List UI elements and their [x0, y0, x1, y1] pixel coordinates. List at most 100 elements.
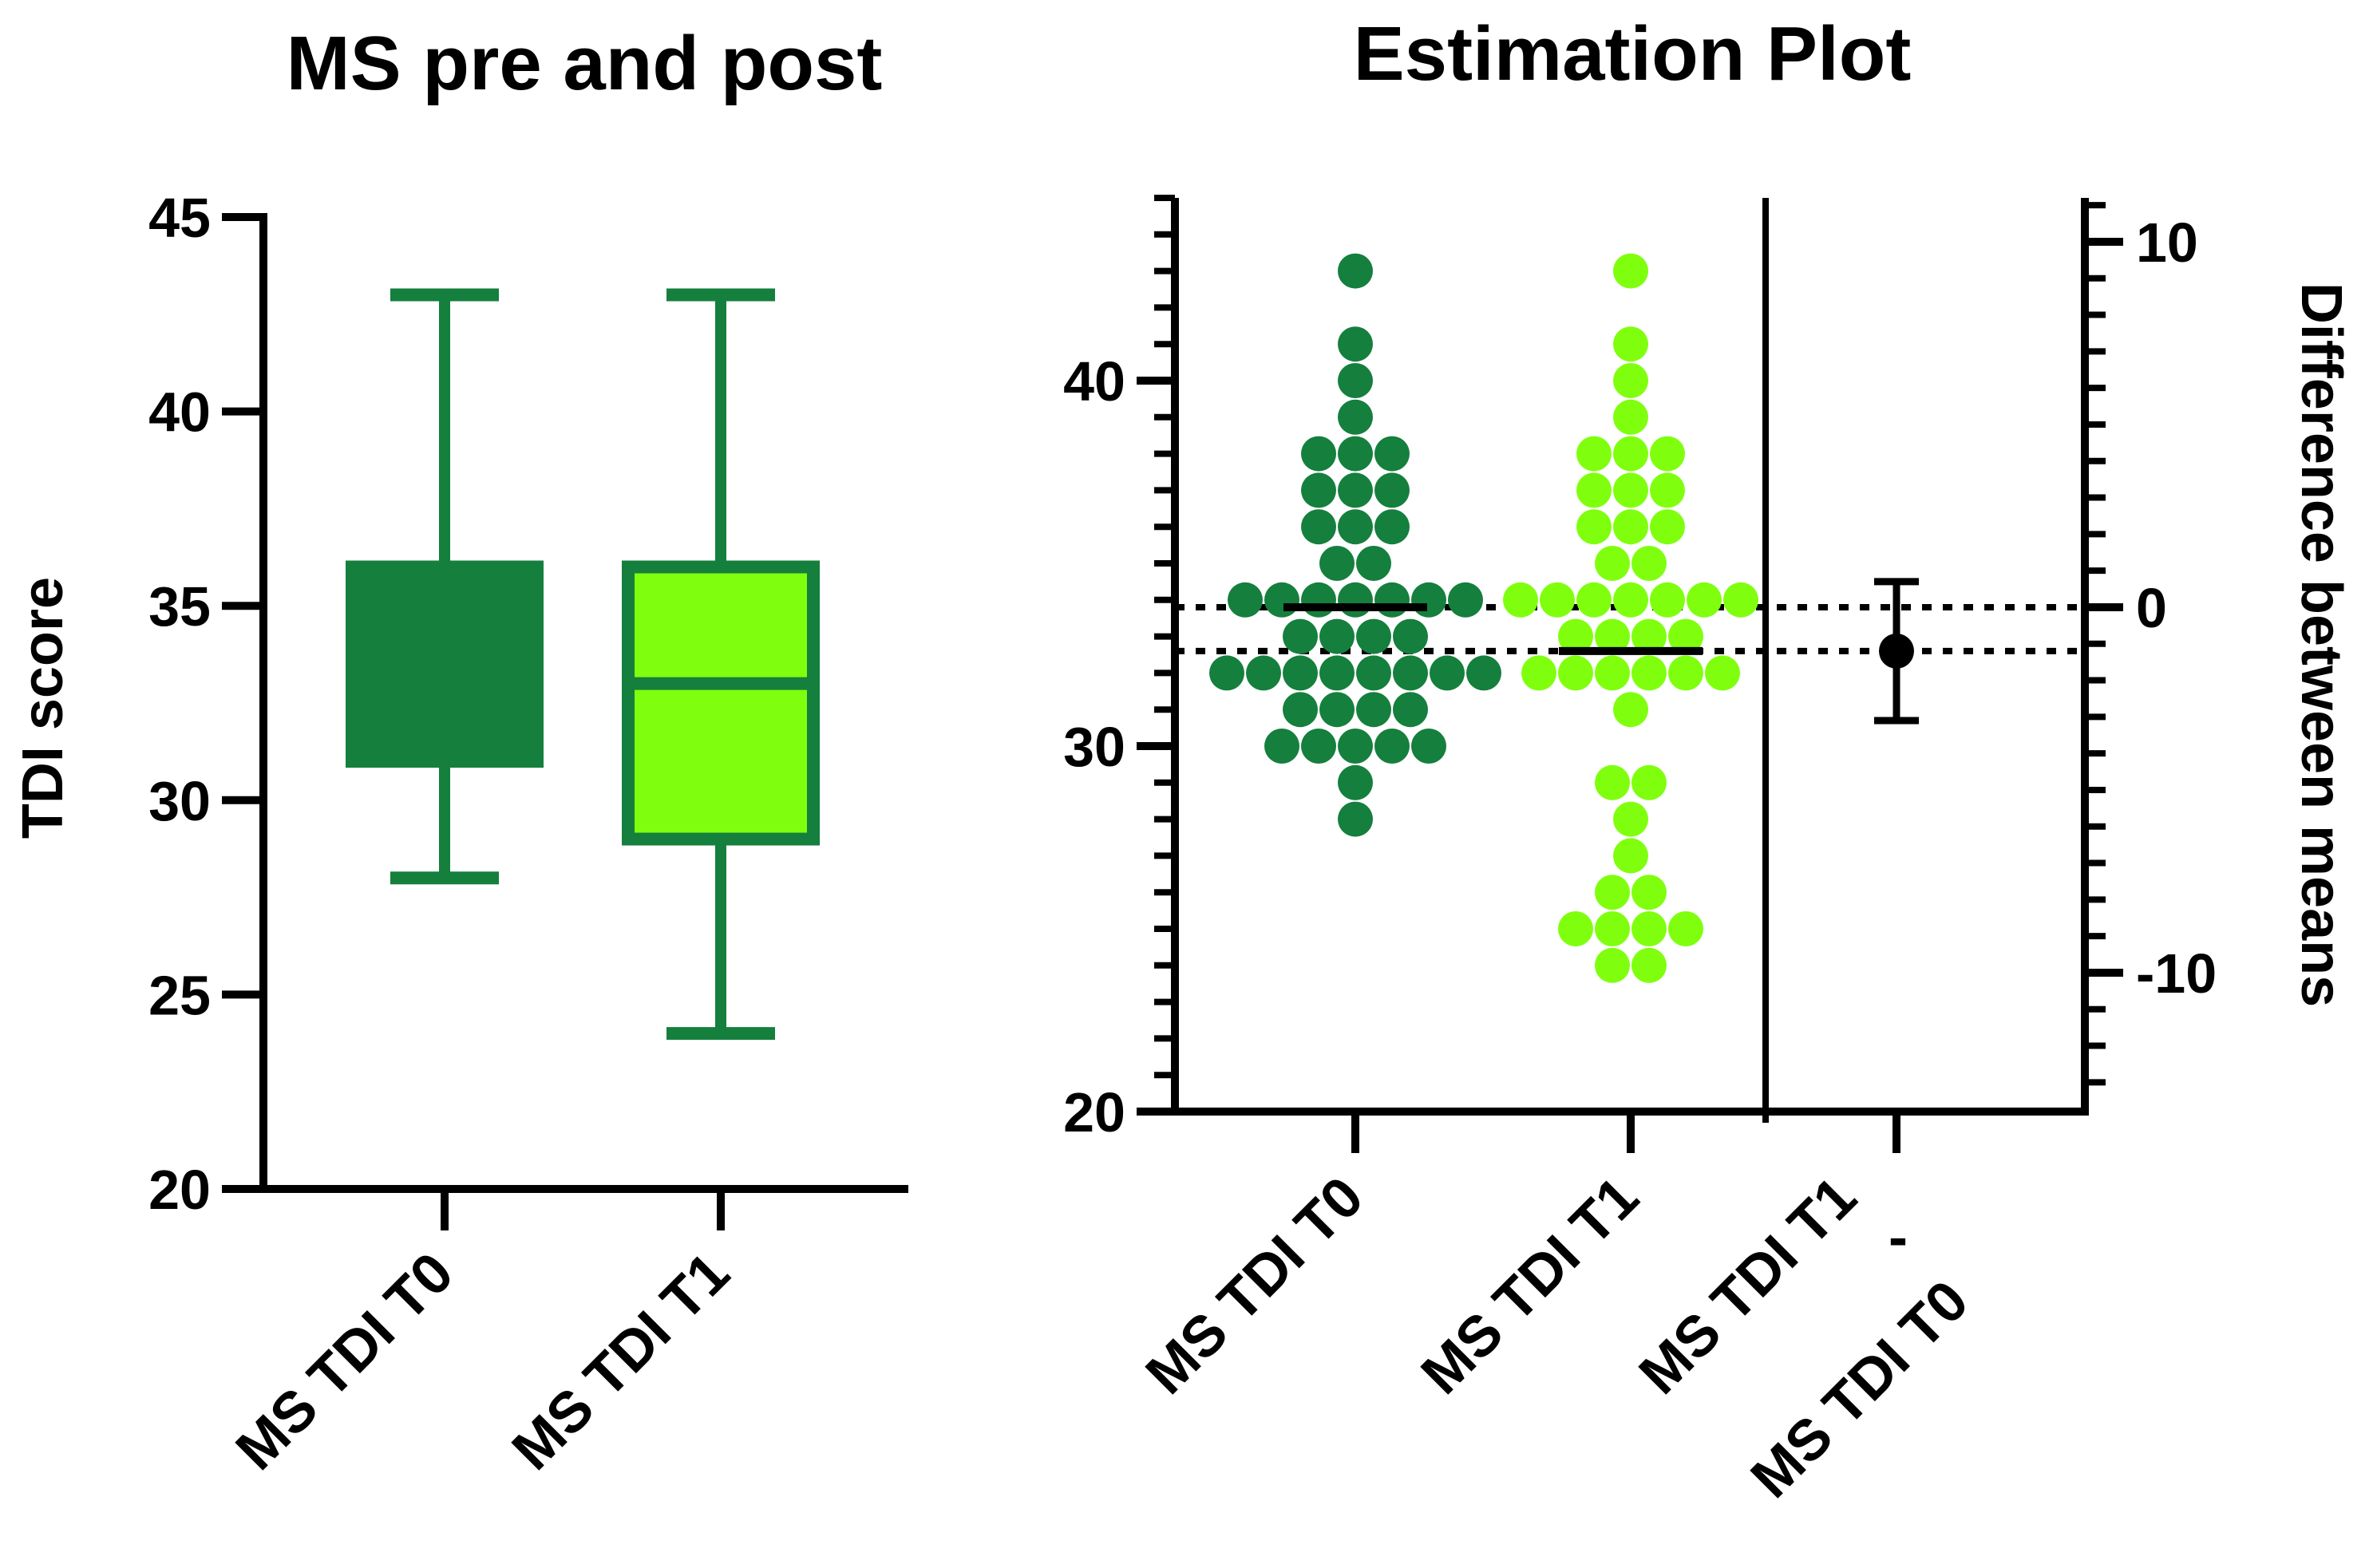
- data-point: [1613, 692, 1648, 728]
- data-point: [1576, 472, 1612, 508]
- series-dots-t1: [1503, 253, 1758, 983]
- data-point: [1558, 618, 1593, 654]
- y-tick-label: 30: [1063, 716, 1125, 778]
- data-point: [1301, 509, 1336, 545]
- mean-difference-point: [1879, 633, 1914, 669]
- data-point: [1411, 582, 1446, 618]
- data-point: [1687, 582, 1722, 618]
- data-point: [1613, 509, 1648, 545]
- y-tick-label: 40: [1063, 350, 1125, 413]
- y2-tick-label: -10: [2136, 942, 2217, 1005]
- data-point: [1356, 546, 1391, 581]
- box-plot-y-axis-label: TDI score: [11, 577, 75, 839]
- data-point: [1613, 326, 1648, 362]
- data-point: [1595, 655, 1630, 691]
- data-point: [1705, 655, 1740, 691]
- data-point: [1631, 655, 1667, 691]
- data-point: [1448, 582, 1483, 618]
- data-point: [1650, 582, 1685, 618]
- estimation-plot-category-label: -: [1889, 1206, 1908, 1270]
- box-iqr: [622, 560, 820, 846]
- estimation-plot-category-label: MS TDI T1: [1628, 1165, 1869, 1407]
- estimation-plot-title: Estimation Plot: [1354, 11, 1912, 97]
- data-point: [1430, 655, 1465, 691]
- data-point: [1613, 472, 1648, 508]
- box-plot-panel: MS pre and post TDI score 20 25 30 35 40 45 M…: [11, 21, 908, 1482]
- box-t0: [346, 288, 544, 885]
- data-point: [1613, 399, 1648, 435]
- box-plot-category-label: MS TDI T1: [500, 1241, 742, 1483]
- data-point: [1668, 655, 1703, 691]
- data-point: [1338, 729, 1373, 764]
- y-tick-label: 30: [148, 770, 211, 832]
- data-point: [1595, 875, 1630, 910]
- data-point: [1356, 692, 1391, 728]
- data-point: [1613, 253, 1648, 289]
- box-plot-y-ticks: 20 25 30 35 40 45: [148, 187, 263, 1221]
- data-point: [1595, 947, 1630, 983]
- box-plot-title: MS pre and post: [287, 21, 883, 106]
- data-point: [1613, 838, 1648, 874]
- data-point: [1338, 582, 1373, 618]
- data-point: [1283, 655, 1318, 691]
- data-point: [1631, 911, 1667, 946]
- box-plot-boxes: [346, 288, 820, 1041]
- series-dots-t0: [1209, 253, 1501, 837]
- data-point: [1393, 692, 1428, 728]
- y-tick-label: 45: [148, 187, 211, 249]
- y2-tick-label: 10: [2136, 211, 2198, 274]
- data-point: [1411, 729, 1446, 764]
- data-point: [1356, 618, 1391, 654]
- data-point: [1209, 655, 1244, 691]
- difference-between-means-marker: [1874, 578, 1919, 725]
- estimation-plot-x-ticks: [1351, 1112, 1900, 1153]
- y-tick-label: 25: [148, 964, 211, 1026]
- data-point: [1668, 618, 1703, 654]
- data-point: [1595, 618, 1630, 654]
- data-point: [1631, 947, 1667, 983]
- data-point: [1393, 655, 1428, 691]
- data-point: [1338, 399, 1373, 435]
- data-point: [1595, 911, 1630, 946]
- estimation-plot-category-label: MS TDI T0: [1134, 1165, 1376, 1407]
- data-point: [1301, 436, 1336, 472]
- data-point: [1374, 436, 1410, 472]
- y-tick-label: 20: [1063, 1081, 1125, 1143]
- data-point: [1650, 509, 1685, 545]
- data-point: [1338, 509, 1373, 545]
- data-point: [1356, 655, 1391, 691]
- data-point: [1576, 436, 1612, 472]
- estimation-plot-y-ticks: 20 30 40: [1063, 195, 1175, 1143]
- y-tick-label: 35: [148, 575, 211, 638]
- data-point: [1521, 655, 1556, 691]
- data-point: [1613, 436, 1648, 472]
- data-point: [1668, 911, 1703, 946]
- data-point: [1503, 582, 1538, 618]
- data-point: [1631, 875, 1667, 910]
- data-point: [1613, 363, 1648, 398]
- estimation-plot-category-label: MS TDI T1: [1410, 1165, 1651, 1407]
- estimation-plot-panel: Estimation Plot Difference between means…: [1063, 11, 2353, 1510]
- data-point: [1613, 582, 1648, 618]
- estimation-plot-category-label: MS TDI T0: [1739, 1269, 1981, 1511]
- box-t1: [622, 288, 820, 1041]
- data-point: [1301, 729, 1336, 764]
- data-point: [1319, 655, 1355, 691]
- estimation-plot-dots: [1209, 253, 1758, 983]
- box-plot-category-label: MS TDI T0: [224, 1241, 466, 1483]
- data-point: [1631, 764, 1667, 800]
- data-point: [1283, 692, 1318, 728]
- data-point: [1301, 582, 1336, 618]
- data-point: [1393, 618, 1428, 654]
- estimation-plot-right-y-ticks: -10 0 10: [2085, 202, 2217, 1086]
- y2-tick-label: 0: [2136, 577, 2167, 639]
- data-point: [1301, 472, 1336, 508]
- data-point: [1338, 253, 1373, 289]
- estimation-plot-right-axis-label: Difference between means: [2289, 282, 2353, 1007]
- box-iqr: [346, 560, 544, 768]
- y-tick-label: 40: [148, 381, 211, 444]
- data-point: [1338, 764, 1373, 800]
- data-point: [1283, 618, 1318, 654]
- data-point: [1338, 801, 1373, 837]
- data-point: [1319, 546, 1355, 581]
